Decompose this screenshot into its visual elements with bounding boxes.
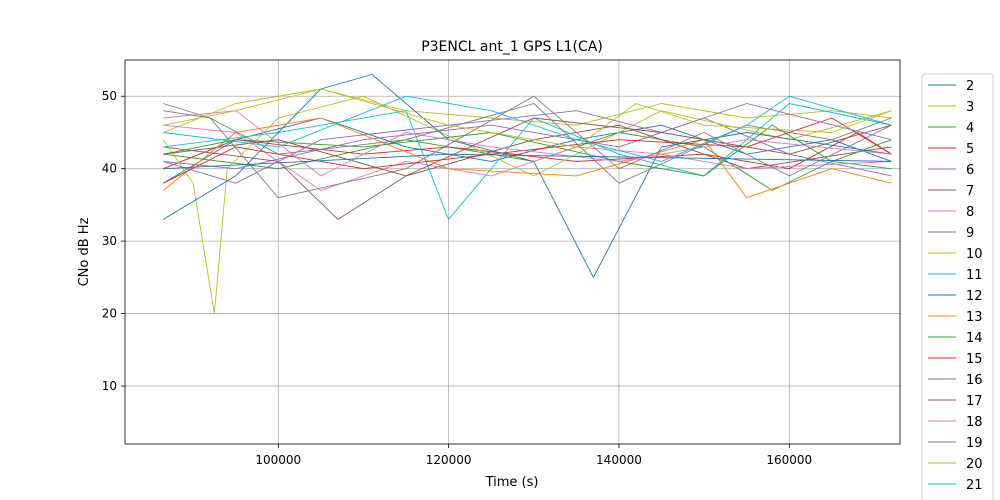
legend-label: 4 <box>966 121 974 136</box>
x-axis: 100000 120000 140000 160000 <box>255 444 812 467</box>
legend-label: 17 <box>966 394 983 409</box>
y-tick-label: 10 <box>102 379 117 393</box>
legend-label: 20 <box>966 457 983 472</box>
legend-label: 2 <box>966 79 974 94</box>
legend-label: 8 <box>966 205 974 220</box>
series-line-18 <box>163 110 892 177</box>
x-axis-label: Time (s) <box>485 475 539 490</box>
legend-label: 16 <box>966 373 983 388</box>
legend-label: 5 <box>966 142 974 157</box>
series-line-13 <box>163 117 892 199</box>
y-tick-label: 20 <box>102 307 117 321</box>
grid-lines <box>125 60 900 444</box>
series-line-21 <box>163 95 892 162</box>
series-line-17 <box>163 117 892 177</box>
series-line-20 <box>163 88 892 148</box>
series-layer <box>162 74 892 315</box>
y-tick-label: 30 <box>102 234 117 248</box>
legend-box <box>921 73 994 500</box>
legend-label: 18 <box>966 415 983 430</box>
x-tick-label: 120000 <box>426 453 472 467</box>
legend-label: 21 <box>966 478 983 493</box>
plot-frame <box>124 59 901 445</box>
legend-label: 3 <box>966 100 974 115</box>
series-line-19 <box>163 103 892 184</box>
series-line-7 <box>163 124 892 220</box>
series-line-5 <box>163 132 892 170</box>
legend-label: 11 <box>966 268 983 283</box>
series-line-10 <box>162 95 892 315</box>
series-line-9 <box>163 95 892 199</box>
legend-label: 7 <box>966 184 974 199</box>
x-tick-label: 160000 <box>766 453 812 467</box>
series-line-15 <box>163 117 892 184</box>
legend-label: 19 <box>966 436 983 451</box>
legend-label: 13 <box>966 310 983 325</box>
chart-title: P3ENCL ant_1 GPS L1(CA) <box>421 39 603 55</box>
legend-label: 14 <box>966 331 983 346</box>
legend-label: 12 <box>966 289 983 304</box>
legend-label: 15 <box>966 352 983 367</box>
y-axis-label: CNo dB Hz <box>77 217 92 286</box>
series-line-2 <box>163 117 892 184</box>
legend-label: 6 <box>966 163 974 178</box>
series-line-22 <box>163 153 892 170</box>
x-tick-label: 140000 <box>596 453 642 467</box>
y-axis: 10 20 30 40 50 <box>102 89 125 393</box>
y-tick-label: 40 <box>102 162 117 176</box>
legend: 2345678910111213141516171819202122 <box>921 73 994 500</box>
legend-label: 9 <box>966 226 974 241</box>
x-tick-label: 100000 <box>255 453 301 467</box>
y-tick-label: 50 <box>102 89 117 103</box>
legend-label: 10 <box>966 247 983 262</box>
